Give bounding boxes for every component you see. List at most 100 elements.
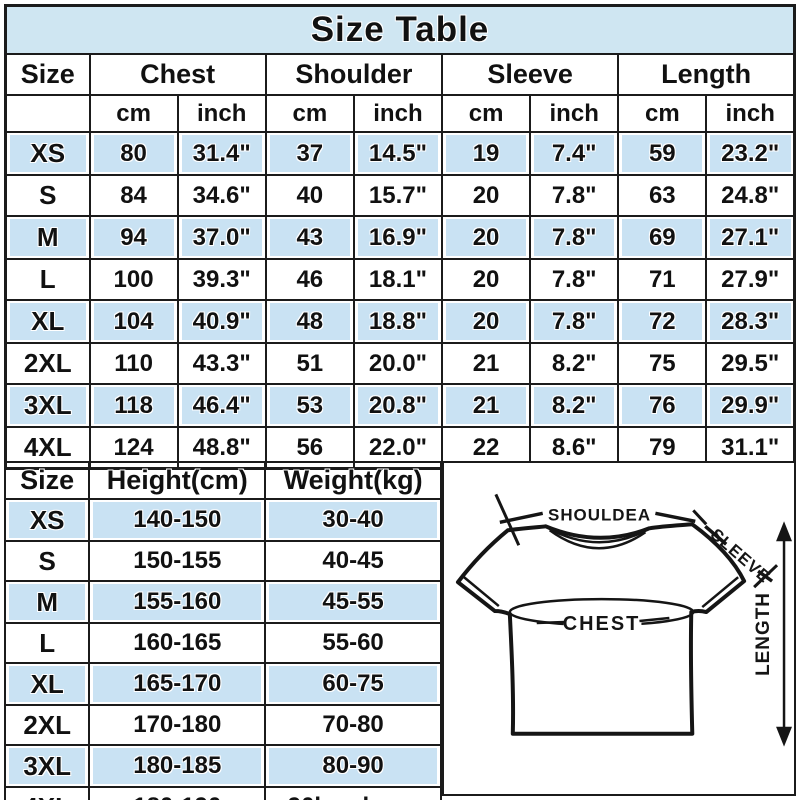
shoulder-cm-cell: 37: [264, 131, 355, 176]
body-row-xl: XL 165-170 60-75: [3, 662, 442, 706]
chest-inch-cell: 40.9": [176, 299, 267, 344]
chest-inch-cell: 31.4": [176, 131, 267, 176]
column-header-size: Size: [4, 53, 91, 96]
size-row-xs: XS 80 31.4" 37 14.5" 19 7.4" 59 23.2": [4, 131, 796, 176]
chest-cm-cell: 104: [88, 299, 179, 344]
size-row-2xl: 2XL 110 43.3" 51 20.0" 21 8.2" 75 29.5": [4, 342, 796, 385]
size-cell: S: [4, 174, 91, 217]
title-row: Size Table: [4, 4, 796, 55]
sleeve-inch-cell: 7.8": [529, 299, 620, 344]
sleeve-tick: [753, 564, 779, 589]
unit-header: inch: [529, 94, 620, 133]
unit-header-row: cm inch cm inch cm inch cm inch: [4, 94, 796, 133]
height-cell: 150-155: [88, 540, 267, 582]
unit-header: inch: [352, 94, 444, 133]
shoulder-inch-cell: 20.8": [352, 383, 444, 428]
length-inch-cell: 24.8": [705, 174, 796, 217]
sleeve-cm-cell: 19: [440, 131, 532, 176]
weight-cell: 55-60: [264, 622, 442, 664]
body-row-l: L 160-165 55-60: [3, 622, 442, 664]
column-header-length: Length: [617, 53, 796, 96]
size-cell: 2XL: [3, 704, 91, 746]
height-cell: 165-170: [88, 662, 267, 706]
shoulder-cm-cell: 43: [264, 215, 355, 260]
body-row-3xl: 3XL 180-185 80-90: [3, 744, 442, 788]
height-cell: 140-150: [88, 498, 267, 542]
chest-inch-cell: 34.6": [176, 174, 267, 217]
length-label: LENGTH: [753, 592, 774, 676]
tshirt-drawing: CHEST SHOULDEA SLEEVE LENGTH: [455, 493, 793, 747]
size-cell: M: [3, 580, 91, 624]
shoulder-measure-line: [499, 511, 544, 525]
sleeve-cm-cell: 21: [440, 342, 532, 385]
column-header-size: Size: [3, 461, 91, 500]
body-header-row: Size Height(cm) Weight(kg): [3, 461, 442, 500]
column-header-sleeve: Sleeve: [440, 53, 620, 96]
unit-header: inch: [176, 94, 267, 133]
chest-cm-cell: 118: [88, 383, 179, 428]
size-cell: L: [4, 258, 91, 301]
sleeve-hem-line: [463, 576, 500, 608]
size-cell: 2XL: [4, 342, 91, 385]
chest-cm-cell: 100: [88, 258, 179, 301]
chest-inch-cell: 43.3": [176, 342, 267, 385]
chest-inch-cell: 46.4": [176, 383, 267, 428]
size-row-xl: XL 104 40.9" 48 18.8" 20 7.8" 72 28.3": [4, 299, 796, 344]
column-header-height: Height(cm): [88, 461, 267, 500]
sleeve-inch-cell: 7.8": [529, 258, 620, 301]
unit-header: cm: [440, 94, 532, 133]
weight-cell: 60-75: [264, 662, 442, 706]
length-cm-cell: 71: [617, 258, 708, 301]
body-row-xs: XS 140-150 30-40: [3, 498, 442, 542]
size-cell: M: [4, 215, 91, 260]
shoulder-inch-cell: 18.1": [352, 258, 444, 301]
length-inch-cell: 29.5": [705, 342, 796, 385]
shoulder-cm-cell: 40: [264, 174, 355, 217]
body-row-s: S 150-155 40-45: [3, 540, 442, 582]
chest-inch-cell: 39.3": [176, 258, 267, 301]
sleeve-measure-line: [704, 524, 728, 546]
shoulder-cm-cell: 46: [264, 258, 355, 301]
length-cm-cell: 63: [617, 174, 708, 217]
unit-header: cm: [264, 94, 355, 133]
size-cell: XS: [3, 498, 91, 542]
length-cm-cell: 59: [617, 131, 708, 176]
size-cell: XS: [4, 131, 91, 176]
weight-cell: 45-55: [264, 580, 442, 624]
page-title: Size Table: [4, 4, 796, 55]
chest-leader-line: [536, 620, 565, 625]
weight-cell: 40-45: [264, 540, 442, 582]
empty-cell: [4, 94, 91, 133]
sleeve-cm-cell: 20: [440, 174, 532, 217]
length-cm-cell: 69: [617, 215, 708, 260]
size-row-s: S 84 34.6" 40 15.7" 20 7.8" 63 24.8": [4, 174, 796, 217]
chest-cm-cell: 84: [88, 174, 179, 217]
sleeve-cm-cell: 20: [440, 299, 532, 344]
sleeve-cm-cell: 20: [440, 258, 532, 301]
height-cell: 170-180: [88, 704, 267, 746]
body-row-4xl: 4XL 180-190 90kg above: [3, 786, 442, 800]
collar-arc: [548, 529, 647, 550]
tshirt-measurement-diagram: CHEST SHOULDEA SLEEVE LENGTH: [442, 461, 796, 796]
shoulder-tick: [692, 509, 708, 526]
length-arrowhead-down: [776, 726, 793, 747]
chest-cm-cell: 110: [88, 342, 179, 385]
size-cell: 3XL: [3, 744, 91, 788]
shoulder-inch-cell: 18.8": [352, 299, 444, 344]
body-row-m: M 155-160 45-55: [3, 580, 442, 624]
chest-label-backing: [563, 613, 642, 633]
shoulder-measure-line: [655, 511, 696, 524]
sleeve-inch-cell: 8.2": [529, 342, 620, 385]
shoulder-cm-cell: 48: [264, 299, 355, 344]
size-cell: XL: [4, 299, 91, 344]
size-cell: L: [3, 622, 91, 664]
size-cell: S: [3, 540, 91, 582]
collar-arc: [546, 526, 649, 544]
sleeve-inch-cell: 8.2": [529, 383, 620, 428]
column-header-chest: Chest: [88, 53, 267, 96]
weight-cell: 70-80: [264, 704, 442, 746]
unit-header: inch: [705, 94, 796, 133]
shoulder-cm-cell: 53: [264, 383, 355, 428]
length-cm-cell: 72: [617, 299, 708, 344]
sleeve-cm-cell: 21: [440, 383, 532, 428]
